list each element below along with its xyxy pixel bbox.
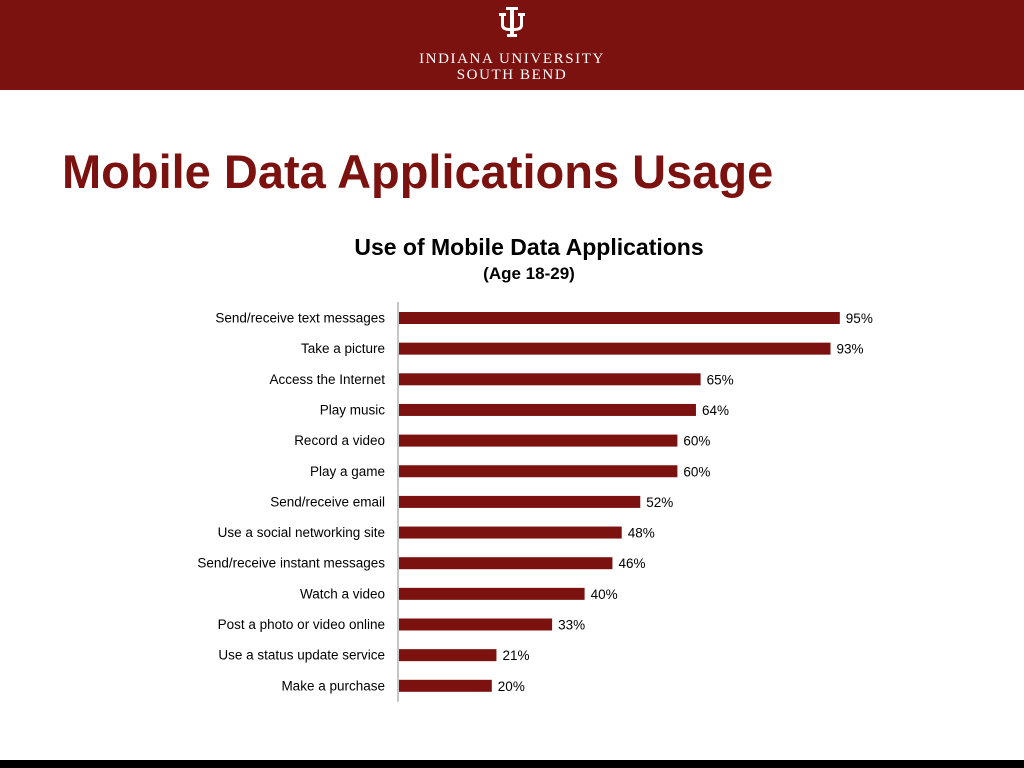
value-label: 20% [498,679,525,694]
bar [399,526,622,539]
value-label: 46% [618,556,645,571]
category-label: Play music [320,402,386,417]
university-name-line2: SOUTH BEND [456,67,568,83]
slide-title: Mobile Data Applications Usage [62,145,774,198]
bar [399,649,497,662]
bar [399,679,492,692]
bar [399,557,613,570]
header-band: INDIANA UNIVERSITY SOUTH BEND [0,0,1024,90]
value-label: 33% [558,618,585,633]
value-label: 60% [683,464,710,479]
category-label: Record a video [294,433,385,448]
category-label: Make a purchase [281,678,385,693]
value-label: 40% [591,587,618,602]
value-label: 21% [502,648,529,663]
bar [399,495,641,508]
category-label: Post a photo or video online [218,617,385,632]
bar [399,373,701,386]
category-label: Send/receive text messages [215,311,385,326]
category-label: Send/receive email [270,494,385,509]
value-label: 52% [646,495,673,510]
bar [399,465,678,478]
category-label: Use a status update service [218,648,385,663]
value-label: 65% [707,372,734,387]
value-label: 95% [846,311,873,326]
value-label: 64% [702,403,729,418]
footer-bar [0,760,1024,768]
value-label: 93% [837,342,864,357]
chart-title: Use of Mobile Data Applications [354,234,704,260]
category-label: Send/receive instant messages [197,556,385,571]
university-name-line1: INDIANA UNIVERSITY [419,51,605,67]
bar [399,312,840,324]
category-label: Play a game [310,464,385,479]
category-label: Take a picture [301,341,385,356]
iu-trident-icon [499,7,525,37]
category-label: Use a social networking site [218,525,385,540]
category-label: Watch a video [300,586,385,601]
bar [399,434,678,447]
category-label: Access the Internet [269,372,385,387]
bar [399,618,553,631]
value-label: 60% [683,434,710,449]
bar [399,587,585,600]
bar [399,342,831,355]
value-label: 48% [628,526,655,541]
chart-subtitle: (Age 18-29) [483,264,575,283]
university-name: INDIANA UNIVERSITY SOUTH BEND [0,51,1024,83]
bar [399,403,696,416]
